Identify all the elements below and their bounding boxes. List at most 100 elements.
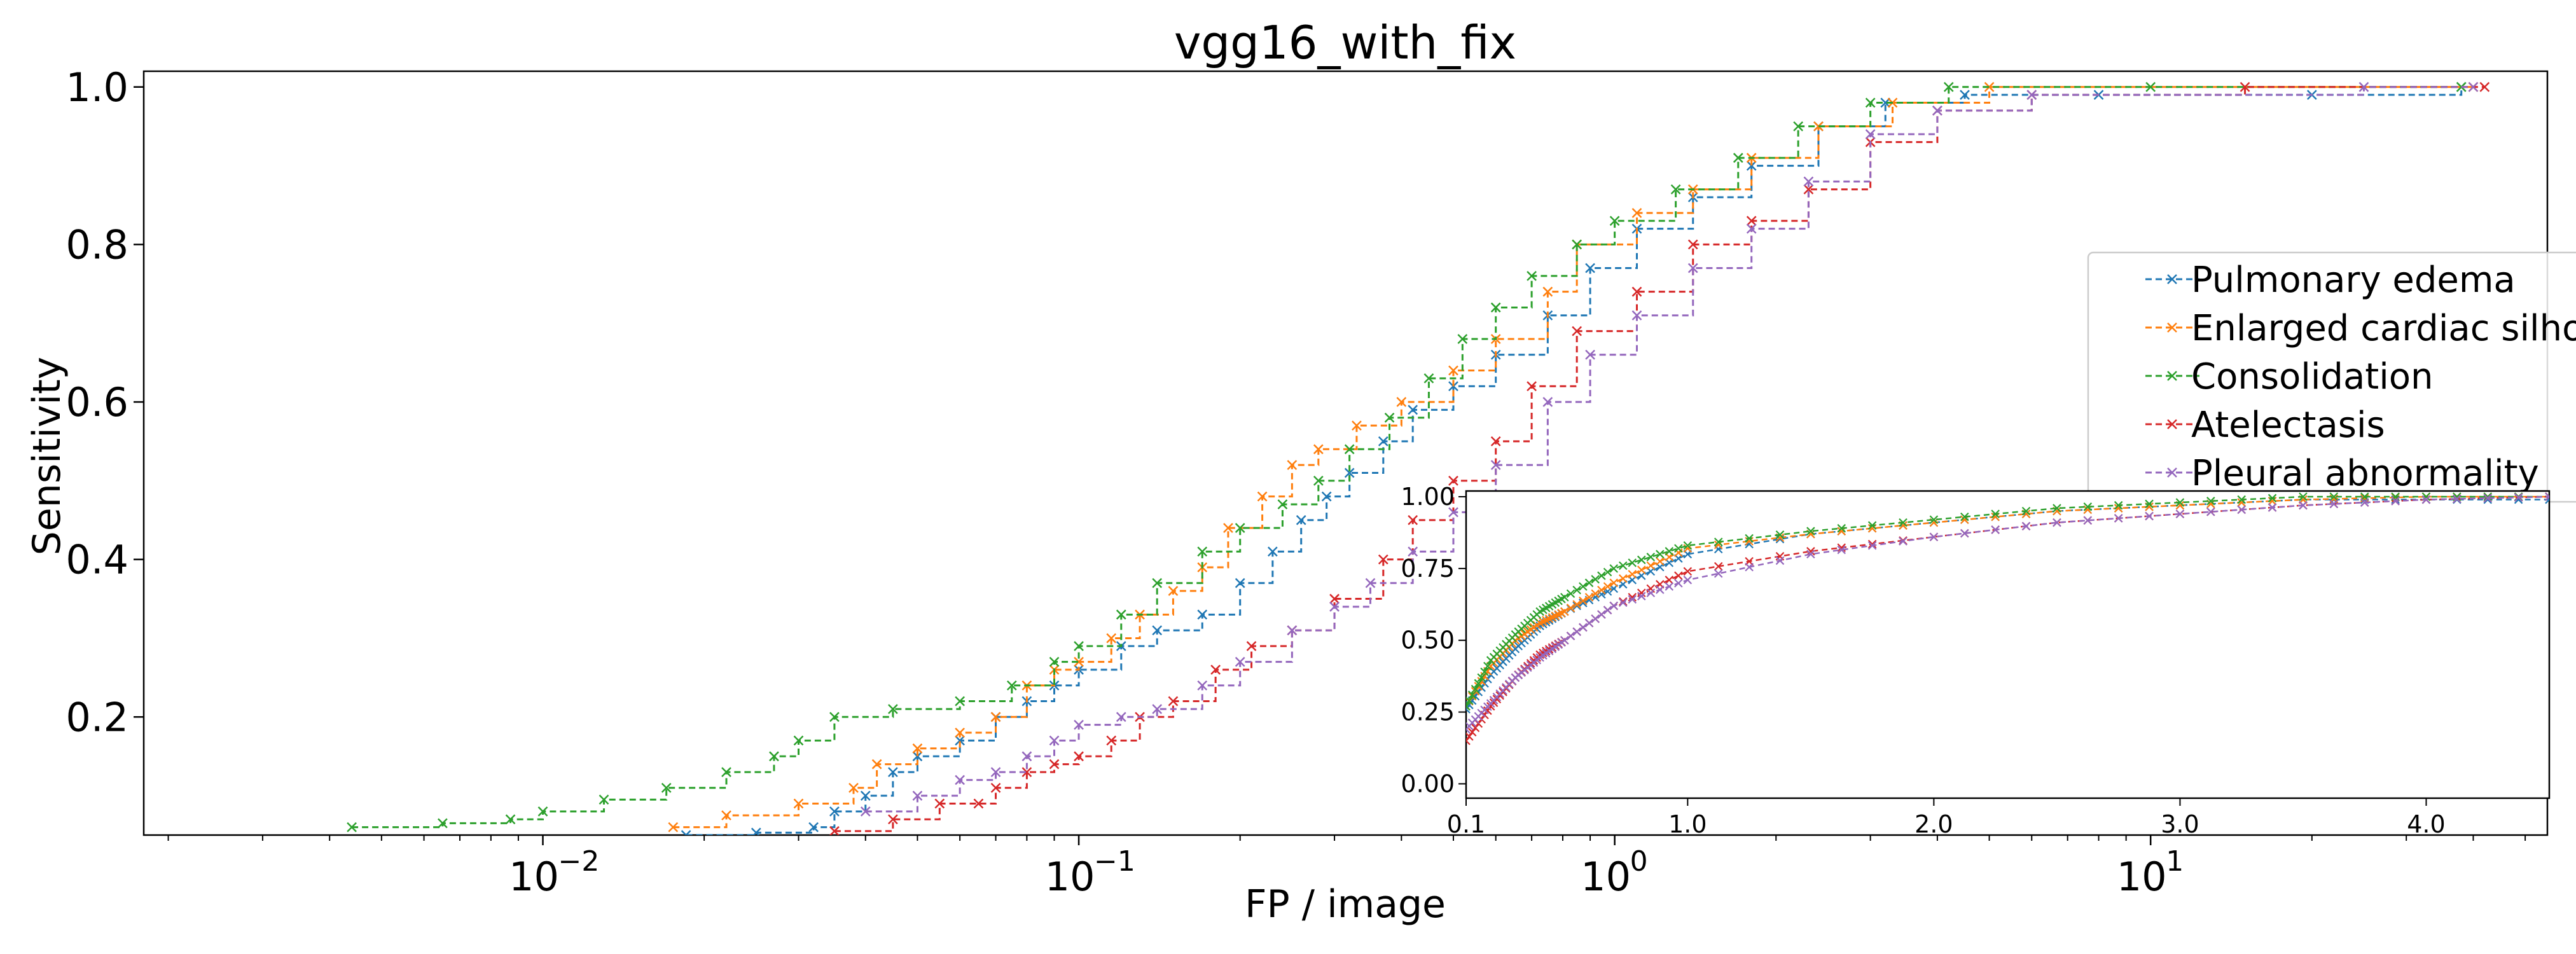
inset-series-point	[1806, 527, 1815, 536]
series-point	[1448, 507, 1458, 518]
inset-series-point	[1477, 673, 1486, 682]
series-point	[1527, 271, 1537, 281]
inset-series-point	[1646, 561, 1656, 570]
inset-series-point	[1591, 589, 1600, 598]
inset-series-point	[1560, 593, 1569, 602]
series-line	[865, 86, 2474, 813]
series-point	[1352, 420, 1362, 431]
inset-series-point	[2021, 506, 2031, 516]
inset-series-point	[1637, 591, 1646, 601]
series-point	[887, 814, 898, 825]
series-point	[1865, 97, 1876, 108]
series-point	[1152, 625, 1163, 635]
inset-series-point	[1775, 556, 1785, 565]
series-point	[1746, 216, 1757, 226]
inset-series-point	[1745, 534, 1754, 543]
series-point	[793, 735, 804, 746]
series-point	[1296, 515, 1306, 525]
series-point	[1344, 444, 1355, 455]
series-point	[1313, 444, 1324, 455]
inset-series-point	[1674, 571, 1683, 580]
inset-series-point	[2145, 499, 2154, 509]
series-point	[1746, 223, 1757, 234]
inset-series-point	[1609, 564, 1619, 573]
inset-series-point	[1466, 736, 1471, 745]
inset-series-point	[2483, 492, 2493, 501]
series-point	[1235, 656, 1245, 667]
inset-series-point	[1572, 627, 1581, 636]
inset-series-point	[1775, 530, 1785, 539]
y-tick-label: 0.8	[66, 221, 128, 268]
inset-series-point	[1628, 570, 1637, 579]
inset-series-group	[1466, 492, 2549, 745]
inset-series-point	[1656, 585, 1665, 594]
series-point	[1021, 751, 1032, 762]
series-point	[1631, 286, 1642, 297]
series-point	[721, 767, 731, 777]
inset-series-point	[1656, 556, 1665, 566]
inset-series-point	[1584, 618, 1594, 628]
series-point	[1313, 475, 1324, 486]
inset-series-point	[1603, 582, 1612, 591]
inset-series-point	[2421, 495, 2431, 504]
series-point	[2479, 81, 2490, 92]
inset-series-point	[1714, 569, 1723, 578]
inset-series-point	[1637, 555, 1646, 565]
inset-series-point	[2145, 511, 2154, 521]
series-line	[834, 86, 2485, 833]
inset-y-tick-label: 0.25	[1401, 698, 1455, 726]
legend-label: Pulmonary edema	[2191, 259, 2516, 301]
inset-series-point	[1471, 684, 1480, 694]
series-point	[2026, 90, 2037, 100]
inset-series-point	[1656, 550, 1665, 559]
inset-series-point	[1618, 574, 1628, 583]
inset-series-point	[1591, 575, 1600, 584]
series-point	[912, 743, 923, 754]
inset-series-point	[1745, 562, 1754, 572]
x-tick-exponent: 1	[2166, 845, 2184, 878]
series-point	[1943, 81, 1954, 92]
inset-series-point	[1637, 588, 1646, 598]
inset-series-point	[2083, 502, 2093, 511]
inset-series-point	[1609, 578, 1619, 588]
series-point	[1733, 153, 1743, 163]
legend-label: Atelectasis	[2191, 404, 2385, 446]
series-point	[1865, 129, 1876, 139]
inset-series	[1466, 492, 2549, 711]
inset-series-point	[1674, 579, 1683, 588]
inset-series-point	[1483, 706, 1492, 716]
series-point	[1984, 81, 1995, 92]
inset-series-point	[1597, 571, 1606, 580]
inset-series-point	[1683, 576, 1693, 584]
series-point	[1396, 397, 1407, 407]
inset-y-tick-label: 0.75	[1401, 555, 1455, 583]
series-point	[793, 798, 804, 809]
inset-x-tick-label: 4.0	[2407, 810, 2445, 838]
inset-series-point	[1628, 558, 1637, 567]
inset-series-point	[2299, 501, 2308, 510]
y-tick-label: 1.0	[66, 64, 128, 111]
series-point	[990, 767, 1001, 777]
inset-series-point	[1867, 541, 1877, 550]
inset-series-point	[1665, 582, 1674, 591]
series-point	[1932, 106, 1942, 116]
series-point	[990, 712, 1001, 722]
inset-series-point	[2360, 498, 2369, 507]
inset-series-point	[1991, 509, 2000, 518]
inset-plot-area: 0.1 1.0 2.0 3.0 4.0 0.00 0.25 0.50 0.75 1.00	[1401, 483, 2551, 838]
inset-series-point	[2206, 507, 2215, 516]
series-point	[437, 818, 448, 829]
inset-series-point	[1466, 702, 1471, 711]
x-tick-label: 10	[2117, 854, 2167, 900]
series-point	[1631, 207, 1642, 218]
series-point	[1490, 436, 1501, 446]
inset-x-tick-label: 0.1	[1447, 810, 1485, 838]
series-point	[1106, 735, 1117, 746]
series-point	[1074, 751, 1084, 762]
inset-series-point	[2021, 522, 2031, 531]
series-point	[1197, 609, 1208, 620]
series-group	[347, 81, 2490, 835]
series-point	[2240, 81, 2250, 92]
series-point	[1490, 460, 1501, 470]
